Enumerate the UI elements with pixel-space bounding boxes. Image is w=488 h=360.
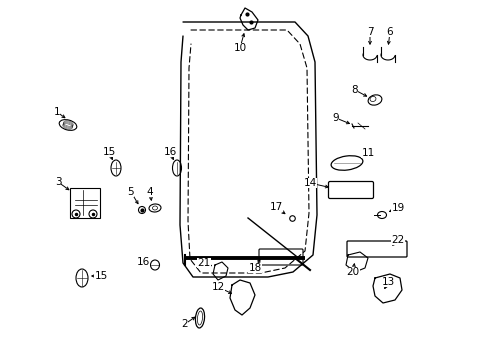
Text: 22: 22 — [390, 235, 404, 245]
Text: 15: 15 — [94, 271, 107, 281]
Text: 4: 4 — [146, 187, 153, 197]
Text: 2: 2 — [182, 319, 188, 329]
Text: 8: 8 — [351, 85, 358, 95]
Text: 12: 12 — [211, 282, 224, 292]
Text: 21: 21 — [197, 258, 210, 268]
Text: 1: 1 — [54, 107, 60, 117]
Text: 9: 9 — [332, 113, 339, 123]
Text: 14: 14 — [303, 178, 316, 188]
Text: 20: 20 — [346, 267, 359, 277]
Text: 6: 6 — [386, 27, 392, 37]
Text: 17: 17 — [269, 202, 282, 212]
Text: 16: 16 — [163, 147, 176, 157]
Text: 3: 3 — [55, 177, 61, 187]
Text: 16: 16 — [136, 257, 149, 267]
Text: 11: 11 — [361, 148, 374, 158]
Text: 18: 18 — [248, 263, 261, 273]
Text: 15: 15 — [102, 147, 115, 157]
Text: 5: 5 — [127, 187, 134, 197]
Text: 7: 7 — [366, 27, 372, 37]
Text: 19: 19 — [390, 203, 404, 213]
Text: 10: 10 — [233, 43, 246, 53]
Text: 13: 13 — [381, 277, 394, 287]
Bar — [70, 188, 100, 218]
